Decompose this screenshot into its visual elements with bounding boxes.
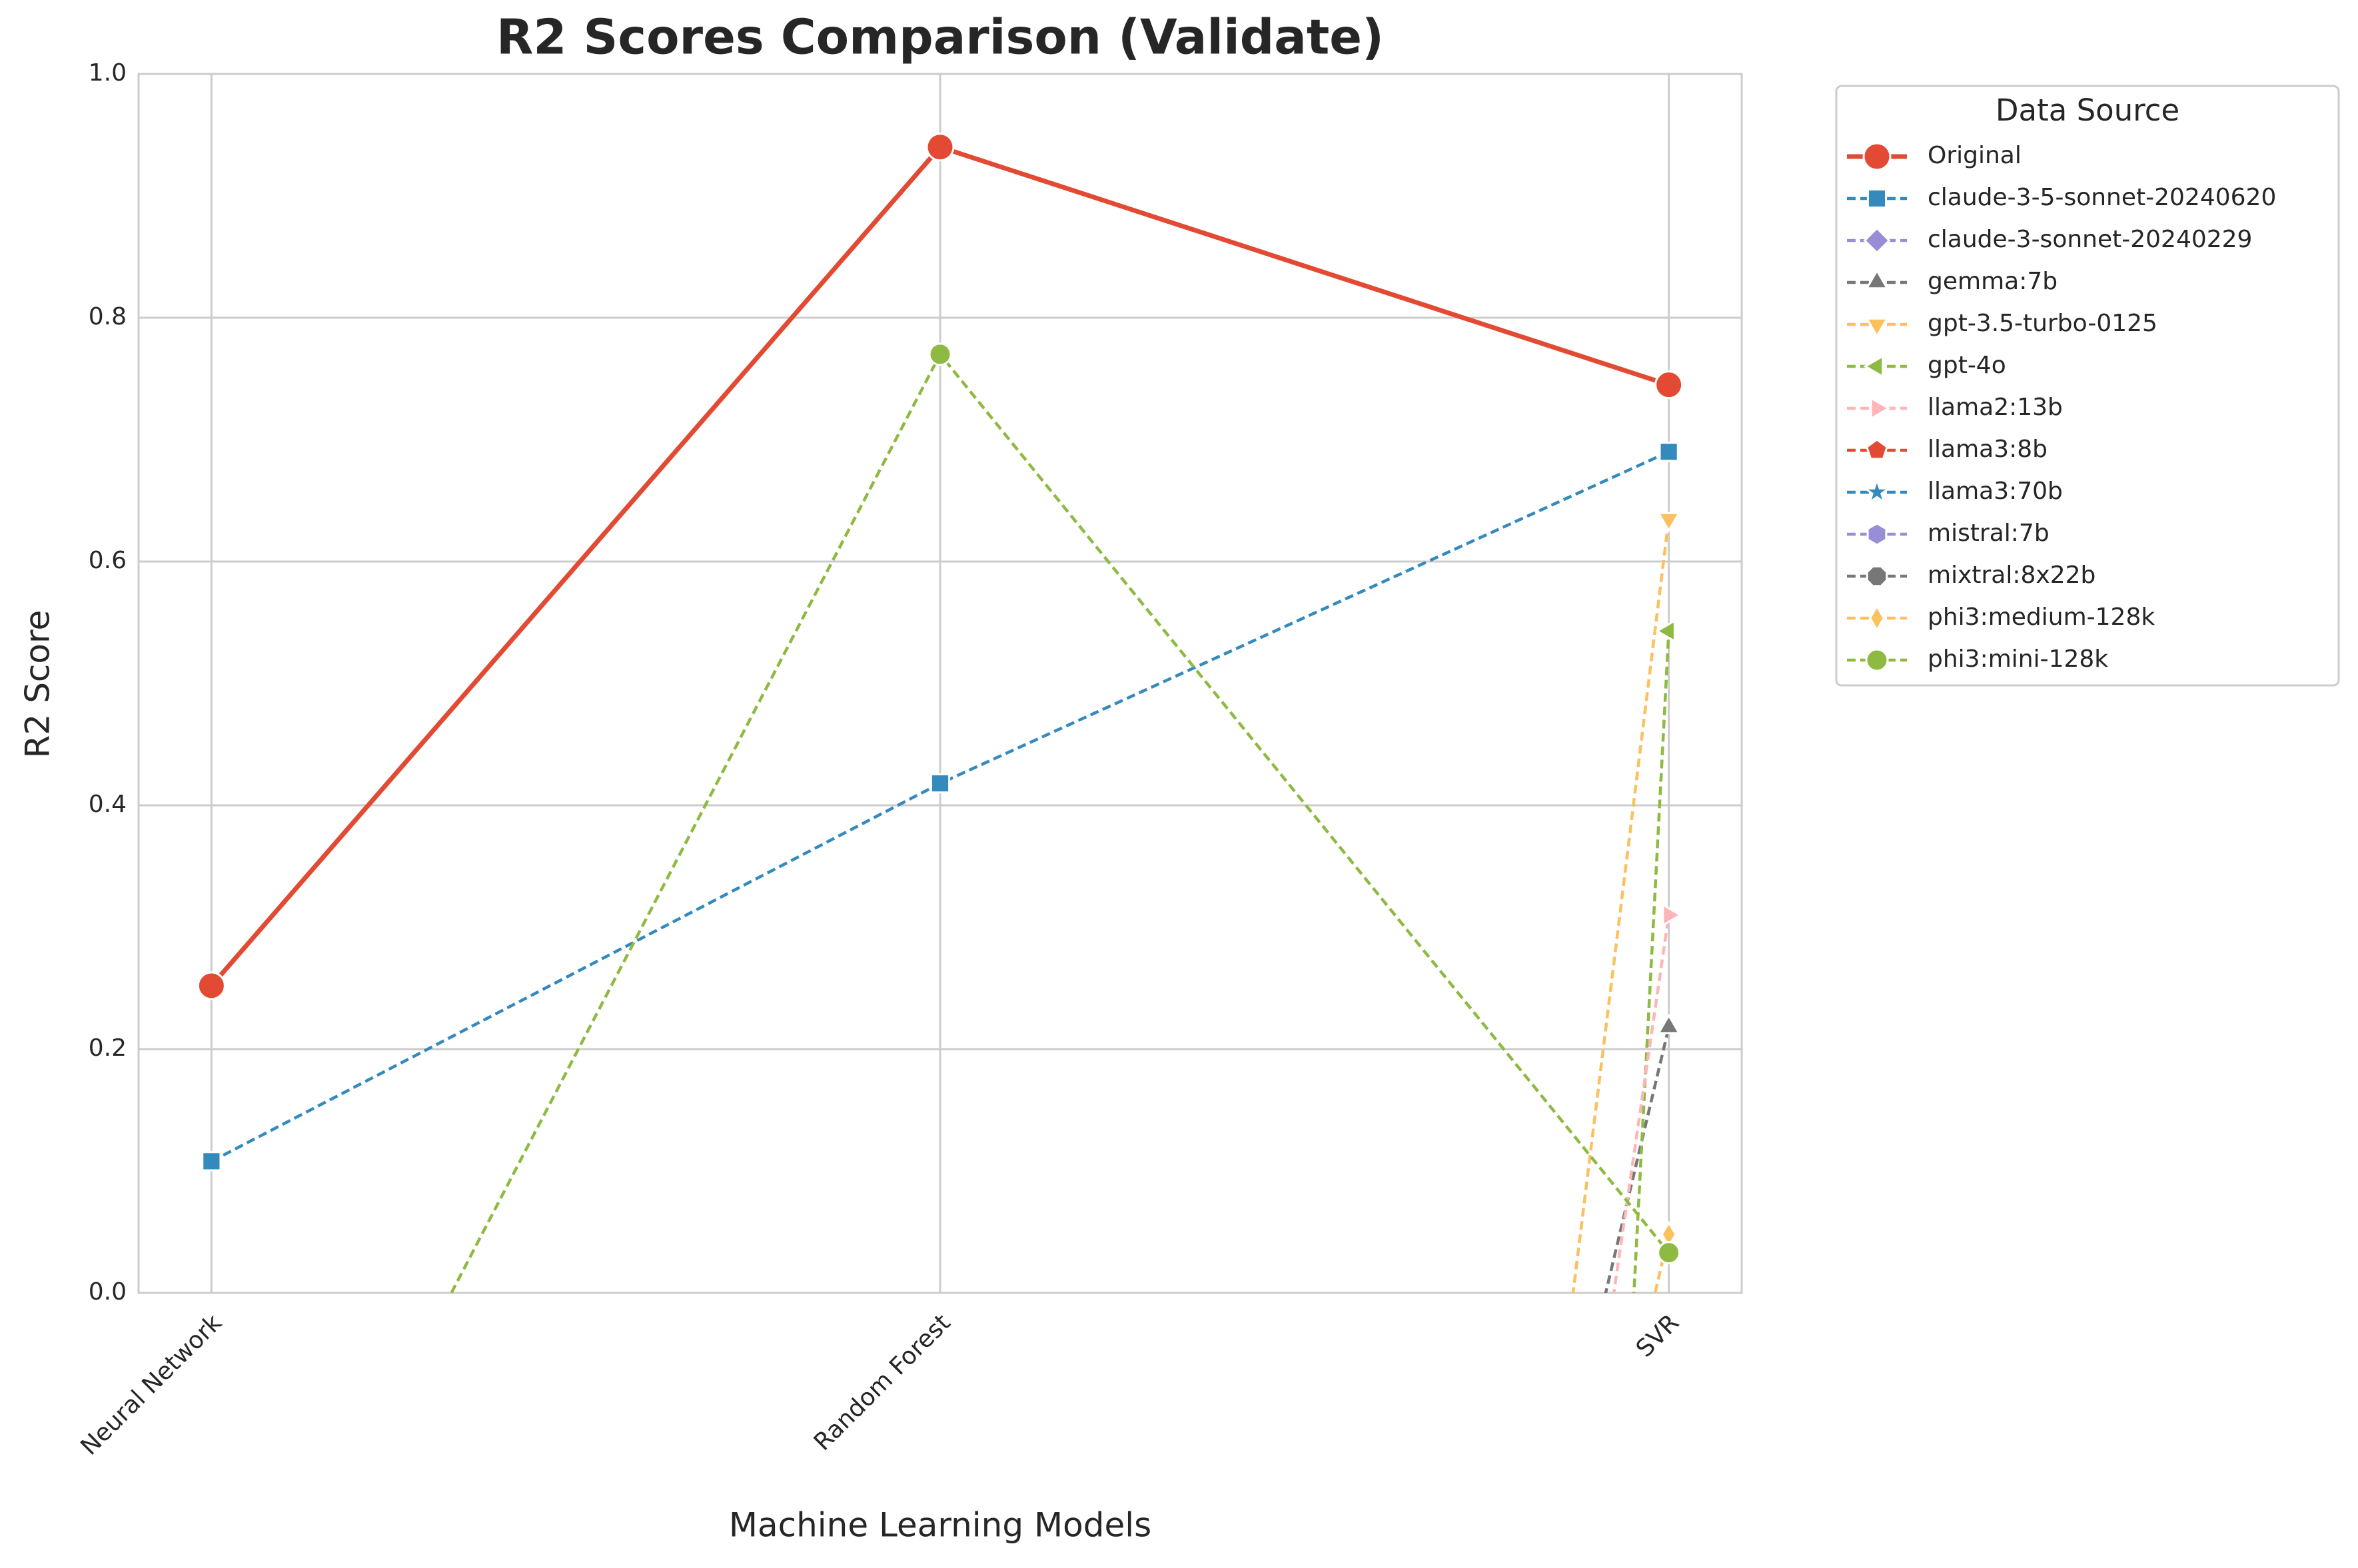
- legend-marker: [1865, 648, 1889, 672]
- legend-label: llama3:70b: [1928, 478, 2063, 505]
- legend-title: Data Source: [1996, 93, 2179, 128]
- legend-box: [1835, 85, 2340, 687]
- legend-marker: [1868, 604, 1886, 632]
- marker: [1654, 370, 1684, 400]
- y-tick-label: 0.2: [89, 1034, 127, 1062]
- x-tick-label: Neural Network: [75, 1309, 227, 1460]
- legend-marker: [1866, 522, 1888, 546]
- legend-marker: [1862, 476, 1892, 505]
- legend-label: mistral:7b: [1928, 520, 2050, 547]
- legend-label: claude-3-sonnet-20240229: [1928, 226, 2252, 253]
- y-tick-label: 0.0: [89, 1278, 127, 1306]
- chart-title: R2 Scores Comparison (Validate): [496, 9, 1384, 65]
- x-tick-label: Random Forest: [809, 1309, 956, 1456]
- marker: [1662, 903, 1683, 927]
- legend-label: claude-3-5-sonnet-20240620: [1928, 184, 2276, 211]
- marker: [1656, 1013, 1681, 1034]
- legend-label: Original: [1928, 142, 2022, 169]
- legend-marker: [1863, 354, 1884, 378]
- marker: [925, 133, 955, 162]
- x-axis-label: Machine Learning Models: [729, 1506, 1151, 1545]
- marker: [1657, 1241, 1681, 1265]
- marker: [1658, 442, 1679, 462]
- marker: [197, 971, 226, 1000]
- marker: [1656, 512, 1681, 533]
- y-tick-label: 0.6: [89, 547, 127, 574]
- y-tick-label: 0.4: [89, 791, 127, 818]
- legend-label: phi3:medium-128k: [1928, 603, 2155, 631]
- legend-label: phi3:mini-128k: [1928, 645, 2108, 673]
- legend-marker: [1862, 142, 1892, 171]
- legend-marker: [1866, 438, 1888, 460]
- marker: [1655, 619, 1676, 643]
- legend-label: gpt-4o: [1928, 352, 2006, 379]
- x-tick-label: SVR: [1631, 1309, 1684, 1362]
- marker: [929, 773, 951, 794]
- legend-label: gemma:7b: [1928, 268, 2058, 295]
- legend-label: mixtral:8x22b: [1928, 562, 2095, 589]
- plot-content: [197, 133, 1684, 1293]
- legend-marker: [1865, 268, 1889, 290]
- y-tick-label: 1.0: [89, 59, 127, 87]
- marker: [928, 342, 952, 366]
- plot-frame: [137, 73, 1743, 1294]
- legend-marker: [1865, 317, 1889, 338]
- legend-label: gpt-3.5-turbo-0125: [1928, 310, 2157, 337]
- legend-marker: [1866, 565, 1888, 588]
- legend-marker: [1870, 396, 1891, 420]
- marker: [201, 1151, 222, 1172]
- legend-label: llama3:8b: [1928, 436, 2048, 463]
- legend-marker: [1866, 188, 1888, 209]
- y-axis-label: R2 Score: [19, 610, 57, 759]
- y-tick-label: 0.8: [89, 303, 127, 330]
- legend-marker: [1863, 226, 1891, 254]
- legend-label: llama2:13b: [1928, 394, 2063, 421]
